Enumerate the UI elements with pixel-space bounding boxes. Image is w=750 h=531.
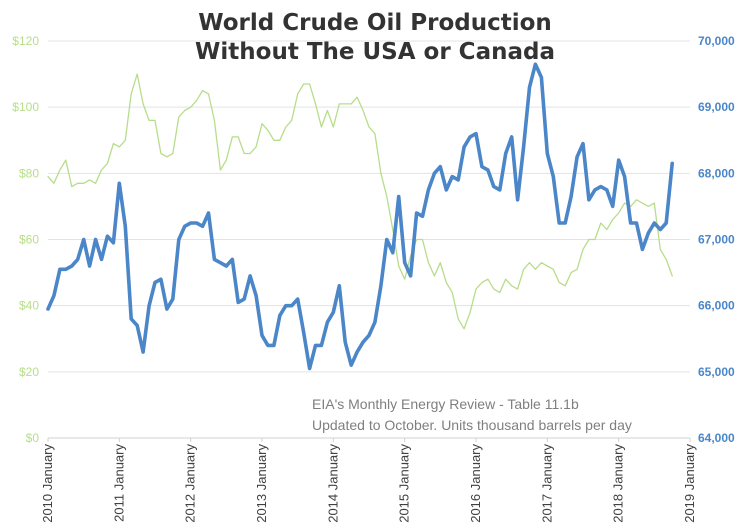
x-axis-tick-label: 2014 January xyxy=(325,444,340,523)
left-axis-tick-label: $60 xyxy=(19,233,39,247)
x-axis-tick-label: 2010 January xyxy=(40,444,55,523)
source-annotation-line-2: Updated to October. Units thousand barre… xyxy=(312,417,632,433)
x-axis-tick-label: 2013 January xyxy=(254,444,269,523)
right-axis-tick-label: 66,000 xyxy=(698,299,735,313)
x-axis-tick-label: 2015 January xyxy=(397,444,412,523)
left-axis: $0 $20 $40 $60 $80 $100 $120 xyxy=(12,34,39,445)
x-axis-tick-label: 2017 January xyxy=(539,444,554,523)
chart-title-line-1: World Crude Oil Production xyxy=(198,10,552,36)
right-axis-tick-label: 68,000 xyxy=(698,166,735,180)
x-axis-tick-label: 2019 January xyxy=(682,444,697,523)
x-axis: 2010 January 2011 January 2012 January 2013… xyxy=(40,437,697,523)
right-axis: 64,000 65,000 66,000 67,000 68,000 69,000 70,0… xyxy=(698,34,735,445)
right-axis-tick-label: 69,000 xyxy=(698,100,735,114)
left-axis-tick-label: $80 xyxy=(19,166,39,180)
series-lines xyxy=(46,62,675,371)
right-axis-tick-label: 64,000 xyxy=(698,431,735,445)
left-axis-tick-label: $20 xyxy=(19,365,39,379)
x-axis-tick-label: 2011 January xyxy=(111,444,126,522)
right-axis-tick-label: 70,000 xyxy=(698,34,735,48)
x-axis-tick-label: 2018 January xyxy=(611,444,626,523)
gridlines xyxy=(48,40,690,439)
chart-title-line-2: Without The USA or Canada xyxy=(195,39,555,65)
source-annotation-line-1: EIA's Monthly Energy Review - Table 11.1… xyxy=(312,396,579,412)
series-line-oil-price xyxy=(47,73,673,330)
x-axis-tick-label: 2012 January xyxy=(183,444,198,523)
series-line-oil-production xyxy=(46,62,675,371)
x-axis-tick-label: 2016 January xyxy=(468,444,483,523)
right-axis-tick-label: 67,000 xyxy=(698,233,735,247)
right-axis-tick-label: 65,000 xyxy=(698,365,735,379)
left-axis-tick-label: $120 xyxy=(12,34,39,48)
left-axis-tick-label: $0 xyxy=(26,431,40,445)
left-axis-tick-label: $40 xyxy=(19,299,39,313)
left-axis-tick-label: $100 xyxy=(12,100,39,114)
